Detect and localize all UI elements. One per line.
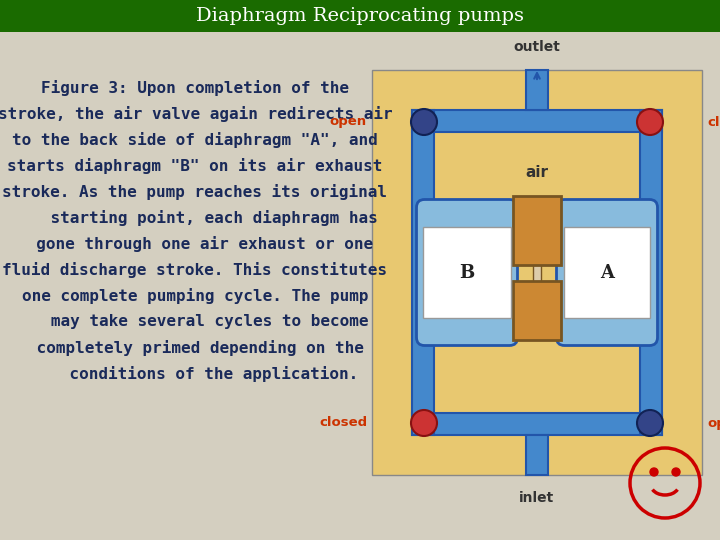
Text: gone through one air exhaust or one: gone through one air exhaust or one xyxy=(17,236,373,252)
Text: fluid discharge stroke. This constitutes: fluid discharge stroke. This constitutes xyxy=(2,262,387,278)
Circle shape xyxy=(411,109,437,135)
FancyBboxPatch shape xyxy=(372,70,702,475)
Circle shape xyxy=(637,410,663,436)
Text: open: open xyxy=(707,416,720,429)
Text: conditions of the application.: conditions of the application. xyxy=(32,366,359,382)
Circle shape xyxy=(672,468,680,476)
Text: stroke, the air valve again redirects air: stroke, the air valve again redirects ai… xyxy=(0,106,392,122)
FancyBboxPatch shape xyxy=(0,0,720,32)
Text: closed: closed xyxy=(319,416,367,429)
FancyBboxPatch shape xyxy=(526,435,548,475)
FancyBboxPatch shape xyxy=(513,280,561,340)
FancyBboxPatch shape xyxy=(557,199,657,346)
Circle shape xyxy=(411,410,437,436)
FancyBboxPatch shape xyxy=(640,110,662,435)
Text: stroke. As the pump reaches its original: stroke. As the pump reaches its original xyxy=(2,184,387,200)
FancyBboxPatch shape xyxy=(533,207,541,338)
Circle shape xyxy=(637,109,663,135)
Text: Diaphragm Reciprocating pumps: Diaphragm Reciprocating pumps xyxy=(196,7,524,25)
FancyBboxPatch shape xyxy=(513,195,561,265)
FancyBboxPatch shape xyxy=(0,32,720,540)
Text: starting point, each diaphragm has: starting point, each diaphragm has xyxy=(12,210,378,226)
Text: inlet: inlet xyxy=(519,491,554,505)
FancyBboxPatch shape xyxy=(412,110,662,132)
Text: closed: closed xyxy=(707,116,720,129)
Text: starts diaphragm "B" on its air exhaust: starts diaphragm "B" on its air exhaust xyxy=(7,158,383,174)
Text: Figure 3: Upon completion of the: Figure 3: Upon completion of the xyxy=(41,80,349,96)
FancyBboxPatch shape xyxy=(526,70,548,110)
Text: open: open xyxy=(330,116,367,129)
Text: B: B xyxy=(459,264,474,281)
Text: A: A xyxy=(600,264,614,281)
Text: one complete pumping cycle. The pump: one complete pumping cycle. The pump xyxy=(22,288,368,304)
Text: to the back side of diaphragm "A", and: to the back side of diaphragm "A", and xyxy=(12,132,378,148)
Text: may take several cycles to become: may take several cycles to become xyxy=(22,314,368,329)
Text: completely primed depending on the: completely primed depending on the xyxy=(27,340,364,356)
FancyBboxPatch shape xyxy=(412,413,662,435)
Text: outlet: outlet xyxy=(513,40,560,54)
FancyBboxPatch shape xyxy=(412,110,434,435)
Text: air: air xyxy=(526,165,549,180)
FancyBboxPatch shape xyxy=(416,199,518,346)
Circle shape xyxy=(650,468,658,476)
